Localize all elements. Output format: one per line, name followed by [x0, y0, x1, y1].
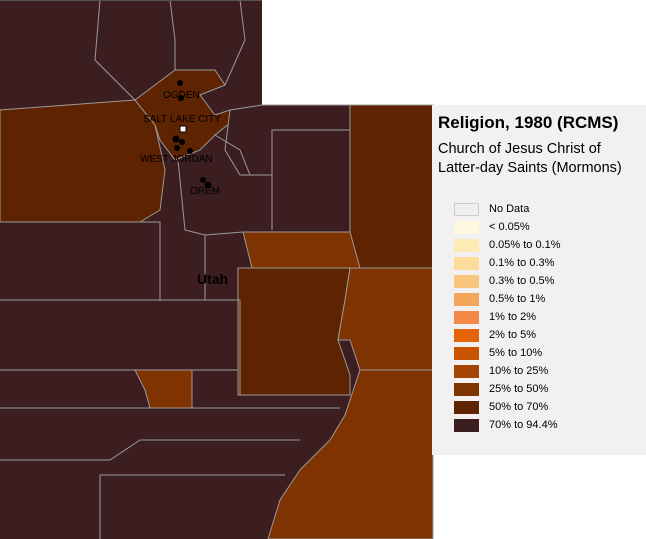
legend-label: 50% to 70% [489, 401, 549, 413]
city-dot [179, 139, 185, 145]
city-label-salt-lake-city: SALT LAKE CITY [143, 114, 221, 125]
legend-label: 25% to 50% [489, 383, 549, 395]
legend: Religion, 1980 (RCMS) Church of Jesus Ch… [432, 105, 646, 455]
city-markers [172, 80, 212, 189]
legend-swatch [454, 382, 479, 396]
legend-subtitle-line: Church of Jesus Christ of [438, 141, 601, 157]
city-label-orem: OREM [190, 186, 220, 197]
legend-label: 0.05% to 0.1% [489, 239, 561, 251]
legend-item: 50% to 70% [454, 398, 561, 416]
legend-label: 10% to 25% [489, 365, 549, 377]
legend-items: No Data < 0.05% 0.05% to 0.1% 0.1% to 0.3% 0… [454, 200, 561, 434]
legend-swatch [454, 292, 479, 306]
legend-swatch [454, 220, 479, 234]
legend-item: 70% to 94.4% [454, 416, 561, 434]
legend-label: No Data [489, 203, 530, 215]
state-label: Utah [197, 271, 228, 287]
legend-swatch [454, 328, 479, 342]
legend-label: 70% to 94.4% [489, 419, 558, 431]
legend-label: 1% to 2% [489, 311, 537, 323]
city-label-ogden: OGDEN [163, 90, 200, 101]
city-dot [177, 80, 183, 86]
county-uinta [349, 104, 434, 271]
legend-item: No Data [454, 200, 561, 218]
legend-item: 2% to 5% [454, 326, 561, 344]
city-dot [174, 145, 180, 151]
legend-item: 0.3% to 0.5% [454, 272, 561, 290]
legend-title: Religion, 1980 (RCMS) [438, 113, 619, 132]
city-dot [204, 181, 212, 189]
blank-area [262, 0, 646, 105]
legend-swatch [454, 274, 479, 288]
legend-item: 1% to 2% [454, 308, 561, 326]
legend-label: 0.3% to 0.5% [489, 275, 555, 287]
legend-swatch [454, 346, 479, 360]
legend-item: 25% to 50% [454, 380, 561, 398]
legend-label: < 0.05% [489, 221, 530, 233]
legend-swatch [454, 418, 479, 432]
legend-label: 0.5% to 1% [489, 293, 546, 305]
city-dot [172, 135, 180, 143]
legend-label: 0.1% to 0.3% [489, 257, 555, 269]
legend-item: 0.1% to 0.3% [454, 254, 561, 272]
legend-subtitle: Church of Jesus Christ of Latter-day Sai… [438, 140, 622, 178]
legend-label: 5% to 10% [489, 347, 543, 359]
legend-subtitle-line: Latter-day Saints (Mormons) [438, 160, 622, 176]
city-dot [178, 95, 184, 101]
county-carbon [242, 231, 361, 269]
city-dot [200, 177, 206, 183]
city-dot [187, 148, 193, 154]
legend-item: 0.5% to 1% [454, 290, 561, 308]
legend-swatch [454, 364, 479, 378]
legend-label: 2% to 5% [489, 329, 537, 341]
legend-swatch [454, 310, 479, 324]
county-northeast [224, 104, 351, 176]
legend-swatch [454, 202, 479, 216]
county-emery [237, 267, 351, 396]
city-label-west-jordan: WEST JORDAN [140, 154, 213, 165]
legend-item: 10% to 25% [454, 362, 561, 380]
legend-item: 5% to 10% [454, 344, 561, 362]
legend-swatch [454, 256, 479, 270]
capital-marker [179, 125, 187, 133]
legend-swatch [454, 400, 479, 414]
legend-item: 0.05% to 0.1% [454, 236, 561, 254]
county-regions [0, 0, 434, 539]
legend-swatch [454, 238, 479, 252]
legend-item: < 0.05% [454, 218, 561, 236]
